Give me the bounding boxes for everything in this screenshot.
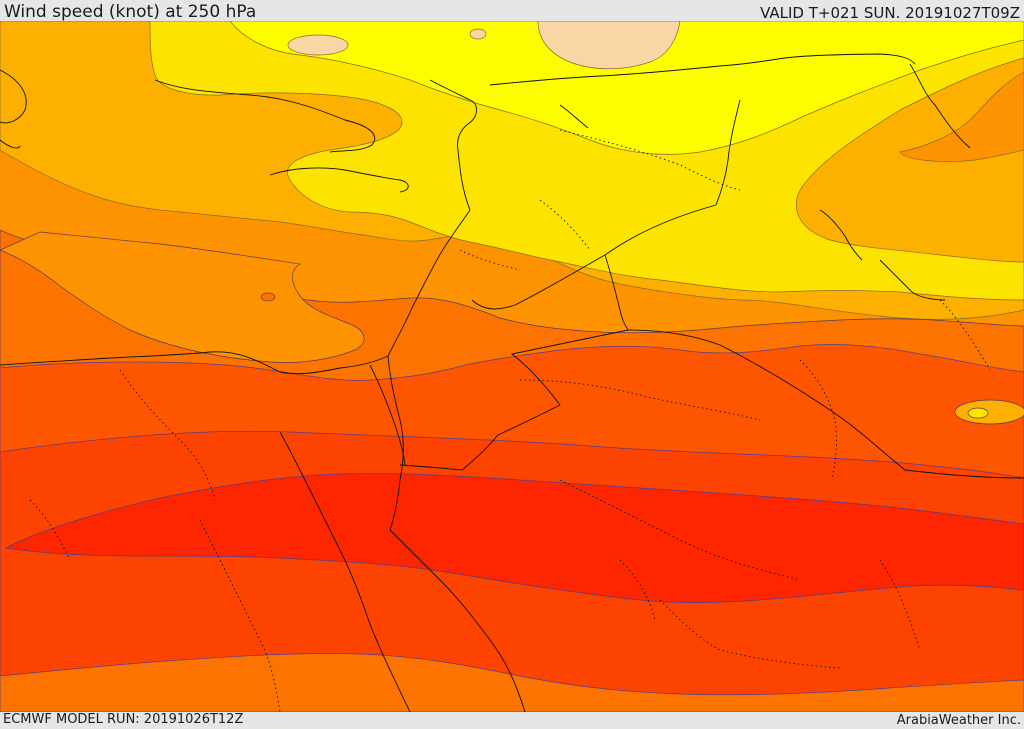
model-run: ECMWF MODEL RUN: 20191026T12Z [3, 712, 244, 727]
header-bar: Wind speed (knot) at 250 hPa VALID T+021… [0, 0, 1024, 22]
admin-boundaries [29, 129, 991, 712]
valid-time: VALID T+021 SUN. 20191027T09Z [760, 4, 1020, 22]
band-yellow [229, 21, 1024, 155]
patch-light-2 [469, 28, 487, 40]
country-borders [369, 53, 1024, 479]
patch-east-1 [954, 399, 1024, 425]
band-south-orange [0, 653, 1024, 712]
map-title: Wind speed (knot) at 250 hPa [4, 2, 257, 22]
patch-light-1 [287, 34, 349, 56]
coastlines [0, 69, 946, 712]
patch-east-2 [967, 407, 989, 419]
credit: ArabiaWeather Inc. [896, 713, 1021, 728]
band-peach [537, 21, 681, 70]
band-red-core [4, 473, 1024, 604]
patch-west-red [260, 292, 276, 302]
wind-speed-map [0, 21, 1024, 712]
band-west-orange [0, 231, 365, 363]
footer-bar: ECMWF MODEL RUN: 20191026T12Z ArabiaWeat… [0, 712, 1024, 729]
band-ne-orange [899, 71, 1024, 162]
